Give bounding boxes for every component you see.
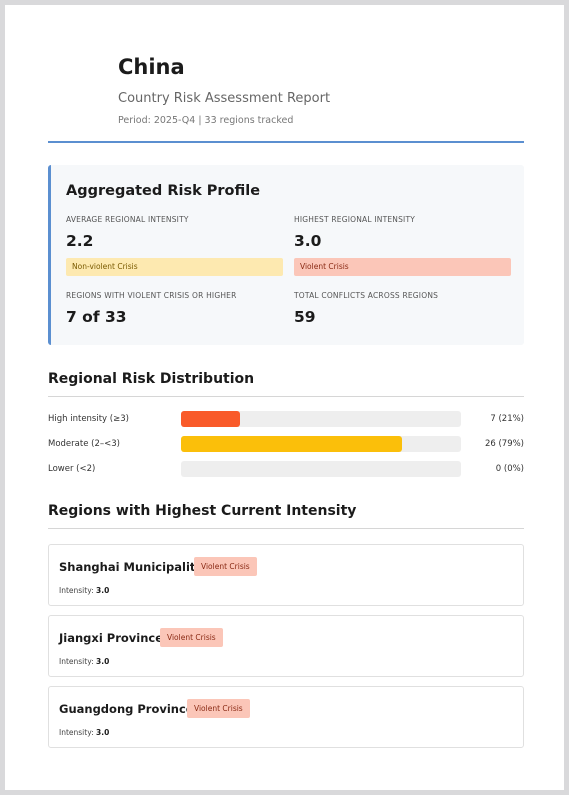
aggregated-risk-profile: Aggregated Risk Profile AVERAGE REGIONAL… — [48, 165, 524, 345]
distribution-label: Moderate (2–<3) — [48, 439, 120, 449]
report-page: China Country Risk Assessment Report Per… — [5, 5, 564, 790]
distribution-bar — [181, 436, 403, 452]
distribution-count: 26 (79%) — [484, 439, 524, 449]
intensity-value: 3.0 — [96, 657, 110, 666]
distribution-label: High intensity (≥3) — [48, 414, 129, 424]
distribution-label: Lower (<2) — [48, 464, 96, 474]
intensity-label: Intensity: — [59, 657, 94, 666]
metric-highest-intensity: HIGHEST REGIONAL INTENSITY 3.0 Violent C… — [294, 215, 511, 276]
region-name: Shanghai Municipality — [59, 560, 203, 574]
intensity-label: Intensity: — [59, 586, 94, 595]
region-intensity: Intensity: 3.0 — [59, 728, 109, 737]
section-divider — [48, 396, 524, 397]
metric-label: HIGHEST REGIONAL INTENSITY — [294, 215, 416, 224]
page-title: China — [118, 55, 185, 79]
region-name: Jiangxi Province — [59, 631, 164, 645]
distribution-track — [181, 411, 461, 427]
profile-title: Aggregated Risk Profile — [66, 183, 261, 199]
distribution-title: Regional Risk Distribution — [48, 371, 255, 387]
regions-title: Regions with Highest Current Intensity — [48, 503, 357, 519]
intensity-badge: Violent Crisis — [187, 699, 250, 718]
report-header: China Country Risk Assessment Report Per… — [118, 55, 330, 126]
intensity-badge: Non-violent Crisis — [66, 258, 283, 276]
intensity-value: 3.0 — [96, 586, 110, 595]
distribution-bar — [181, 411, 240, 427]
intensity-value: 3.0 — [96, 728, 110, 737]
metric-label: REGIONS WITH VIOLENT CRISIS OR HIGHER — [66, 291, 237, 300]
region-card: Jiangxi Province Violent Crisis Intensit… — [48, 615, 524, 677]
metric-violent-regions: REGIONS WITH VIOLENT CRISIS OR HIGHER 7 … — [66, 291, 283, 326]
metric-value: 3.0 — [294, 232, 322, 250]
intensity-badge: Violent Crisis — [194, 557, 257, 576]
intensity-badge: Violent Crisis — [160, 628, 223, 647]
report-period: Period: 2025-Q4 | 33 regions tracked — [118, 115, 294, 126]
metric-value: 2.2 — [66, 232, 94, 250]
distribution-row-high: High intensity (≥3) 7 (21%) — [48, 411, 524, 427]
metric-average-intensity: AVERAGE REGIONAL INTENSITY 2.2 Non-viole… — [66, 215, 283, 276]
metric-total-conflicts: TOTAL CONFLICTS ACROSS REGIONS 59 — [294, 291, 511, 326]
metric-value: 59 — [294, 308, 316, 326]
region-card: Guangdong Province Violent Crisis Intens… — [48, 686, 524, 748]
metric-label: TOTAL CONFLICTS ACROSS REGIONS — [294, 291, 439, 300]
report-subtitle: Country Risk Assessment Report — [118, 91, 331, 106]
region-intensity: Intensity: 3.0 — [59, 586, 109, 595]
distribution-count: 7 (21%) — [490, 414, 524, 424]
region-name: Guangdong Province — [59, 702, 194, 716]
distribution-row-lower: Lower (<2) 0 (0%) — [48, 461, 524, 477]
distribution-track — [181, 461, 461, 477]
intensity-badge: Violent Crisis — [294, 258, 511, 276]
metric-label: AVERAGE REGIONAL INTENSITY — [66, 215, 189, 224]
metric-value: 7 of 33 — [66, 308, 127, 326]
distribution-row-moderate: Moderate (2–<3) 26 (79%) — [48, 436, 524, 452]
region-intensity: Intensity: 3.0 — [59, 657, 109, 666]
header-divider — [48, 141, 524, 143]
distribution-count: 0 (0%) — [495, 464, 524, 474]
distribution-track — [181, 436, 461, 452]
intensity-label: Intensity: — [59, 728, 94, 737]
region-card: Shanghai Municipality Violent Crisis Int… — [48, 544, 524, 606]
section-divider — [48, 528, 524, 529]
